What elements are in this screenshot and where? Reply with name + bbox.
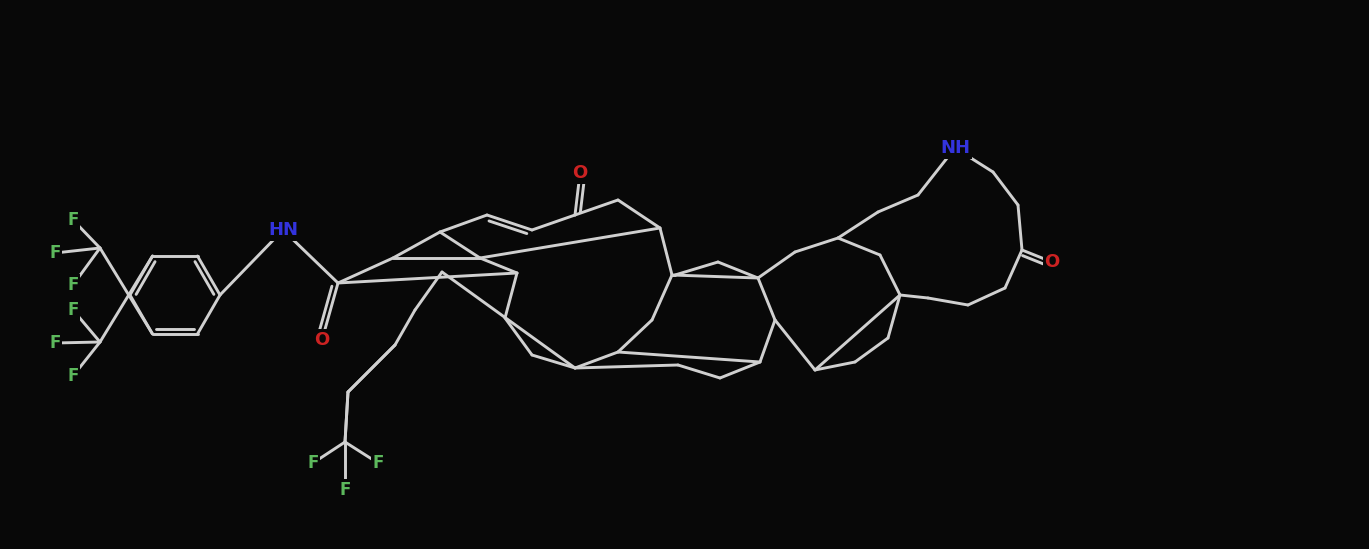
Text: F: F [67, 301, 78, 319]
Text: NH: NH [941, 139, 971, 157]
Text: F: F [307, 454, 319, 472]
Text: F: F [307, 454, 319, 472]
Text: F: F [372, 454, 383, 472]
Text: F: F [49, 334, 60, 352]
Text: HN: HN [268, 221, 298, 239]
Text: F: F [67, 276, 78, 294]
Text: O: O [315, 331, 330, 349]
Text: F: F [67, 367, 78, 385]
Text: F: F [67, 276, 78, 294]
Text: F: F [67, 367, 78, 385]
Text: F: F [372, 454, 383, 472]
Text: HN: HN [268, 221, 298, 239]
Text: F: F [49, 244, 60, 262]
Text: F: F [340, 481, 350, 499]
Text: O: O [572, 164, 587, 182]
Text: O: O [315, 331, 330, 349]
Text: F: F [340, 481, 350, 499]
Text: F: F [49, 334, 60, 352]
Text: F: F [49, 244, 60, 262]
Text: F: F [67, 211, 78, 229]
Text: F: F [67, 211, 78, 229]
Text: O: O [1045, 253, 1060, 271]
Text: F: F [67, 301, 78, 319]
